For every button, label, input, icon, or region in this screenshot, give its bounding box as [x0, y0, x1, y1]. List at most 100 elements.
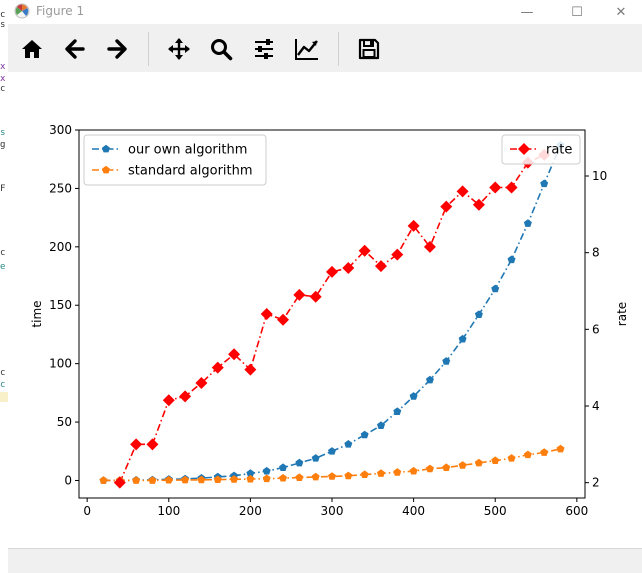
pan-icon	[168, 38, 190, 60]
data-point	[407, 219, 420, 232]
data-point	[213, 475, 222, 484]
status-bar	[8, 548, 642, 573]
y-right-tick-label: 6	[592, 322, 600, 336]
data-point	[148, 476, 157, 484]
save-button[interactable]	[352, 32, 386, 66]
data-point	[342, 262, 355, 274]
legend-marker	[518, 143, 530, 155]
data-point	[409, 392, 418, 400]
y-left-tick-label: 250	[49, 181, 72, 195]
data-point	[260, 308, 273, 320]
data-point	[556, 444, 565, 453]
data-point	[505, 181, 518, 194]
data-point	[295, 473, 304, 481]
data-point	[489, 181, 502, 194]
data-point	[423, 240, 436, 253]
maximize-icon: ☐	[571, 4, 583, 20]
data-point	[246, 474, 255, 483]
save-icon	[358, 38, 380, 60]
y-right-tick-label: 4	[592, 399, 600, 413]
close-button[interactable]: ✕	[598, 0, 642, 24]
data-point	[540, 448, 549, 456]
x-tick-label: 200	[239, 504, 262, 518]
legend-marker	[102, 165, 110, 174]
home-icon	[22, 40, 42, 58]
back-button[interactable]	[58, 32, 92, 66]
data-point	[326, 265, 338, 278]
data-point	[523, 219, 532, 227]
home-button[interactable]	[15, 32, 49, 66]
legend-marker	[102, 144, 110, 153]
data-point	[440, 200, 453, 213]
figure-canvas[interactable]: 0 100 200 300 400 500 600 0 50 100 150 200 250 300 2 4 6…	[8, 72, 642, 548]
data-point	[99, 476, 108, 484]
data-point	[328, 472, 336, 480]
data-point	[344, 440, 353, 448]
data-point	[197, 475, 206, 484]
data-point	[425, 464, 434, 473]
subplots-config-button[interactable]	[247, 32, 281, 66]
toolbar-separator	[338, 32, 339, 66]
data-point	[442, 357, 451, 365]
y-right-tick-label: 10	[592, 169, 607, 183]
x-tick-label: 400	[402, 504, 425, 518]
data-point	[456, 185, 469, 198]
y-left-tick-label: 150	[49, 298, 72, 312]
data-point	[391, 248, 404, 261]
data-point	[360, 470, 369, 479]
toolbar-separator	[148, 32, 149, 66]
edit-axis-button[interactable]	[290, 32, 324, 66]
legend-label: rate	[546, 143, 572, 158]
legend-right-box	[501, 134, 581, 165]
data-point	[181, 475, 190, 484]
data-point	[376, 421, 385, 429]
data-point	[230, 475, 239, 483]
legend-left-box	[83, 134, 267, 186]
x-tick-label: 0	[83, 504, 91, 518]
minimize-button[interactable]: —	[504, 0, 550, 24]
data-point	[244, 363, 257, 376]
window-titlebar: Figure 1 — ☐ ✕	[8, 0, 642, 24]
y-right-tick-label: 8	[592, 246, 600, 260]
forward-arrow-icon	[107, 39, 127, 59]
subplots-config-icon	[255, 39, 273, 59]
legend-label: standard algorithm	[128, 164, 253, 179]
data-point	[374, 260, 387, 273]
maximize-button[interactable]: ☐	[554, 0, 600, 24]
close-icon: ✕	[615, 4, 627, 20]
data-point	[293, 288, 306, 301]
data-point	[262, 466, 271, 475]
zoom-button[interactable]	[204, 32, 238, 66]
data-point	[311, 472, 320, 481]
data-point	[472, 198, 485, 211]
data-point	[277, 313, 290, 326]
data-point	[442, 463, 451, 472]
data-point	[507, 454, 516, 462]
chart: 0 100 200 300 400 500 600 0 50 100 150 200 250 300 2 4 6…	[30, 123, 629, 518]
pan-button[interactable]	[162, 32, 196, 66]
data-point	[474, 310, 483, 318]
data-point	[328, 447, 336, 455]
data-point	[130, 438, 143, 451]
x-tick-label: 300	[321, 504, 344, 518]
data-point	[393, 407, 402, 415]
data-point	[458, 334, 467, 343]
data-point	[360, 430, 369, 439]
data-point	[295, 458, 304, 467]
data-point	[425, 375, 434, 384]
data-point	[491, 284, 500, 293]
y-right-axis-label: rate	[615, 302, 629, 326]
series-line-2	[119, 154, 545, 483]
data-point	[162, 394, 175, 407]
matplotlib-logo-icon	[14, 3, 30, 19]
data-point	[195, 377, 208, 389]
data-point	[409, 466, 418, 475]
y-left-tick-label: 50	[57, 415, 72, 429]
minimize-icon: —	[520, 4, 534, 20]
legend-label: our own algorithm	[128, 143, 247, 158]
data-point	[311, 454, 320, 462]
navigation-toolbar	[8, 24, 642, 73]
data-point	[376, 469, 385, 477]
data-point	[179, 390, 192, 403]
forward-button[interactable]	[100, 32, 134, 66]
